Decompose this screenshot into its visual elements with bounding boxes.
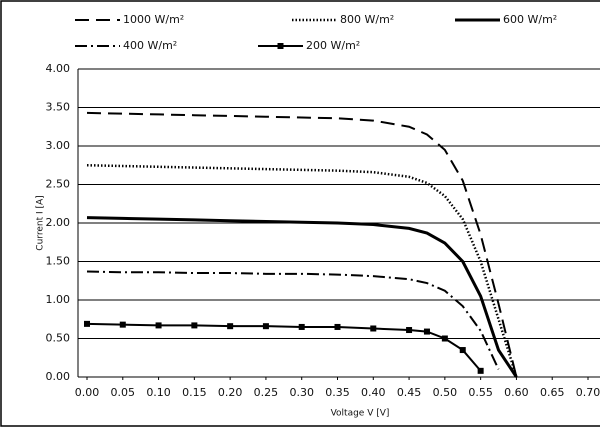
curve [86, 164, 518, 378]
x-tick-label: 0.30 [289, 386, 314, 399]
marker [298, 323, 305, 330]
x-tick-label: 0.70 [576, 386, 600, 399]
marker [334, 323, 341, 330]
y-tick-label: 0.50 [46, 332, 71, 345]
y-tick-label: 2.50 [46, 178, 71, 191]
legend-marker [277, 43, 284, 49]
x-tick-label: 0.50 [433, 386, 458, 399]
x-tick-label: 0.60 [504, 386, 529, 399]
x-axis-label: Voltage V [V] [331, 409, 390, 419]
marker [477, 367, 484, 374]
marker [191, 322, 198, 329]
x-tick-label: 0.00 [75, 386, 100, 399]
legend-label: 1000 W/m² [123, 13, 184, 26]
x-tick-label: 0.45 [397, 386, 422, 399]
curve [86, 270, 500, 370]
marker [423, 328, 430, 335]
marker [441, 335, 448, 342]
y-axis-label: Current I [A] [36, 195, 46, 250]
x-tick-label: 0.55 [468, 386, 493, 399]
x-tick-label: 0.20 [218, 386, 243, 399]
x-tick-label: 0.10 [146, 386, 171, 399]
marker [155, 322, 162, 329]
x-tick-label: 0.40 [361, 386, 386, 399]
legend-label: 800 W/m² [340, 13, 394, 26]
y-tick-label: 0.00 [46, 370, 71, 383]
legend-label: 600 W/m² [503, 13, 557, 26]
curve [86, 322, 482, 372]
x-tick-label: 0.35 [325, 386, 350, 399]
marker [370, 325, 377, 332]
y-tick-label: 3.50 [46, 101, 71, 114]
x-tick-label: 0.65 [540, 386, 565, 399]
legend-label: 400 W/m² [123, 39, 177, 52]
x-tick-label: 0.05 [111, 386, 136, 399]
y-tick-label: 4.00 [46, 62, 71, 75]
marker [119, 321, 126, 328]
y-tick-label: 1.50 [46, 255, 71, 268]
legend-label: 200 W/m² [306, 39, 360, 52]
marker [84, 320, 90, 327]
marker [406, 327, 413, 334]
marker [227, 323, 234, 330]
y-tick-label: 1.00 [46, 293, 71, 306]
x-tick-label: 0.15 [182, 386, 207, 399]
marker [459, 347, 466, 354]
x-tick-label: 0.25 [254, 386, 279, 399]
curve [86, 216, 518, 378]
y-tick-label: 3.00 [46, 139, 71, 152]
y-tick-label: 2.00 [46, 216, 71, 229]
curve [86, 111, 518, 378]
marker [262, 323, 269, 330]
